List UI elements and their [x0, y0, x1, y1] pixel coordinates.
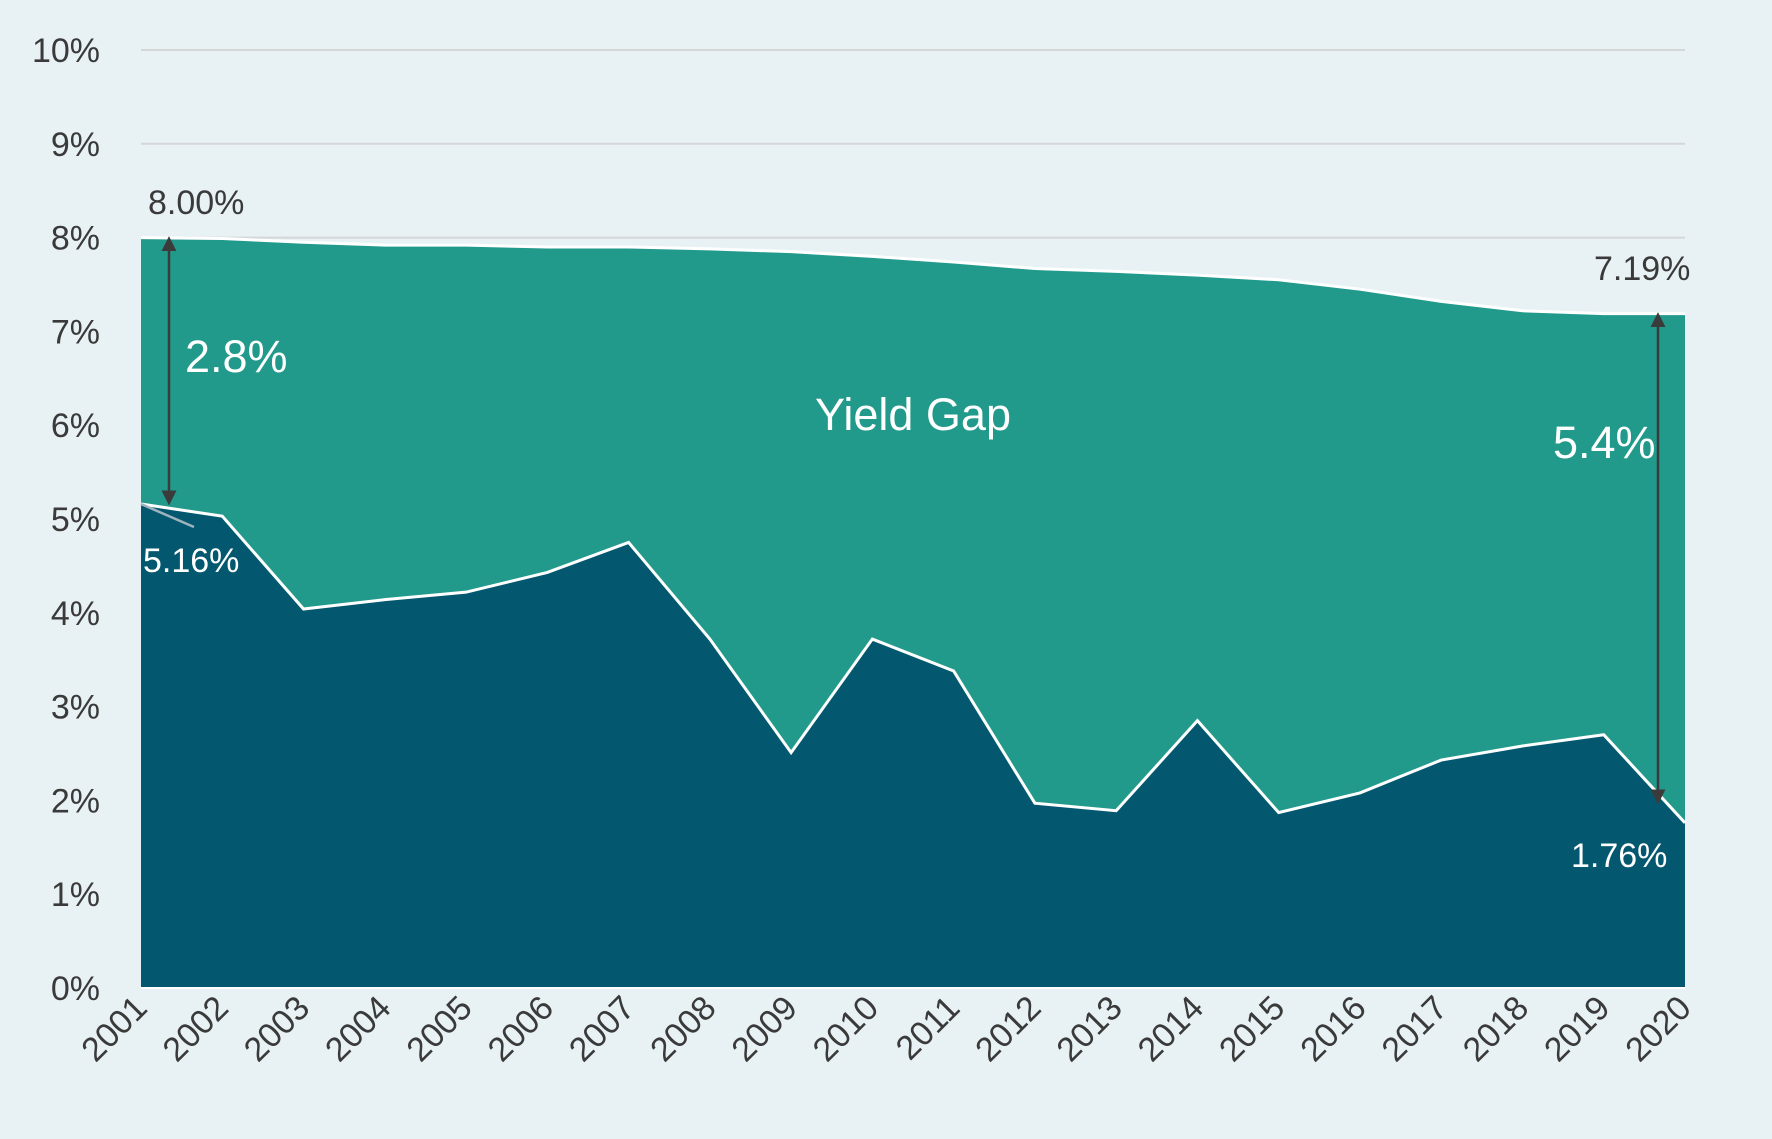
x-tick-label: 2020 — [1618, 989, 1698, 1069]
x-tick-label: 2014 — [1131, 989, 1211, 1069]
series-line-lower — [140, 502, 1687, 824]
start-value-leader-line — [140, 502, 195, 529]
end-gap-label: 5.4% — [1553, 417, 1656, 468]
y-tick-label: 2% — [51, 782, 100, 820]
annotation-layer: 8.00% 5.16% 2.8% 7.19% 1.76% 5.4% Yield Gap — [140, 184, 1690, 875]
x-tick-label: 2011 — [889, 989, 968, 1068]
x-tick-label: 2010 — [806, 989, 886, 1069]
y-tick-label: 5% — [51, 501, 100, 539]
x-tick-label: 2017 — [1375, 989, 1455, 1069]
y-tick-label: 7% — [51, 313, 100, 351]
start-gap-label: 2.8% — [185, 331, 288, 382]
end-bottom-value-label: 1.76% — [1571, 837, 1667, 875]
start-bottom-value-label: 5.16% — [143, 542, 239, 580]
series-line-upper — [140, 236, 1685, 316]
y-tick-label: 10% — [32, 32, 100, 70]
y-tick-label: 6% — [51, 407, 100, 445]
y-tick-label: 8% — [51, 220, 100, 258]
yield-gap-area-label: Yield Gap — [815, 389, 1011, 440]
x-tick-label: 2002 — [156, 989, 236, 1069]
x-tick-label: 2012 — [968, 989, 1048, 1069]
end-top-value-label: 7.19% — [1594, 250, 1690, 288]
x-tick-label: 2007 — [562, 989, 642, 1069]
start-top-value-label: 8.00% — [148, 184, 244, 222]
series-area-lower — [141, 503, 1685, 988]
area-layer — [140, 236, 1687, 989]
x-tick-label: 2018 — [1456, 989, 1536, 1069]
x-tick-label: 2016 — [1293, 989, 1373, 1069]
x-tick-label: 2009 — [724, 989, 804, 1069]
y-tick-label: 4% — [51, 595, 100, 633]
y-tick-label: 9% — [51, 126, 100, 164]
x-tick-label: 2003 — [237, 989, 317, 1069]
x-tick-label: 2004 — [318, 989, 398, 1069]
y-tick-label: 3% — [51, 689, 100, 727]
y-tick-label: 1% — [51, 876, 100, 914]
x-tick-label: 2006 — [481, 989, 561, 1069]
x-tick-label: 2013 — [1049, 989, 1129, 1069]
y-tick-label: 0% — [51, 970, 100, 1008]
x-tick-label: 2005 — [399, 989, 479, 1069]
x-tick-label: 2019 — [1537, 989, 1617, 1069]
x-tick-label: 2015 — [1212, 989, 1292, 1069]
x-tick-label: 2008 — [643, 989, 723, 1069]
